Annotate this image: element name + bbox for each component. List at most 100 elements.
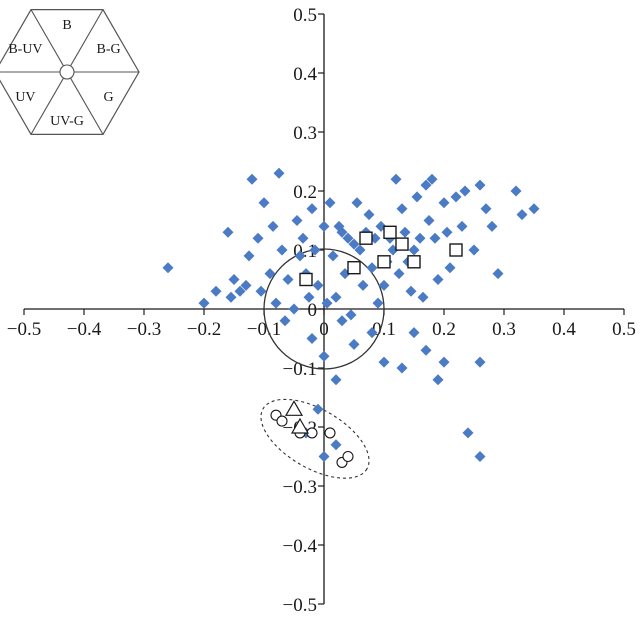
data-point-diamond (438, 356, 450, 368)
data-point-diamond (297, 232, 309, 244)
data-point-diamond (474, 451, 486, 462)
data-point-circle (276, 415, 288, 427)
data-point-diamond (408, 244, 420, 256)
data-point-diamond (396, 203, 408, 215)
hexagon-sector-label: B (62, 18, 71, 33)
data-point-diamond (492, 268, 504, 280)
data-point-diamond (351, 197, 363, 209)
data-point-diamond (366, 262, 378, 274)
overlays (260, 248, 385, 479)
hexagon-center-circle (59, 64, 75, 80)
data-point-diamond (456, 220, 468, 232)
data-point-diamond (306, 333, 318, 344)
data-point-diamond (378, 279, 390, 291)
x-tick-label: 0.3 (492, 319, 516, 340)
data-point-diamond (225, 291, 237, 303)
data-point-diamond (318, 451, 330, 462)
hexagon-divider (70, 77, 104, 135)
data-point-square (407, 255, 421, 269)
data-point-diamond (309, 244, 321, 256)
x-tick-label: 0 (319, 319, 329, 340)
data-point-square (359, 231, 373, 245)
axes (23, 13, 625, 605)
data-point-diamond (324, 197, 336, 209)
hexagon-sector-label: UV (15, 90, 35, 105)
data-point-diamond (336, 226, 348, 238)
reference-circle (263, 248, 385, 370)
data-point-diamond (528, 203, 540, 215)
y-tick-label: 0.5 (293, 5, 317, 26)
data-point-diamond (468, 244, 480, 256)
data-point-diamond (198, 297, 210, 309)
data-point-diamond (474, 179, 486, 191)
data-point-square (395, 237, 409, 251)
data-point-diamond (318, 220, 330, 232)
data-point-diamond (282, 274, 294, 285)
data-point-diamond (399, 226, 411, 238)
data-point-diamond (378, 356, 390, 368)
data-point-circle (342, 450, 354, 463)
data-point-diamond (255, 285, 267, 297)
data-point-diamond (462, 427, 474, 439)
data-point-diamond (417, 291, 429, 303)
data-point-square (299, 272, 313, 287)
data-point-diamond (330, 374, 342, 386)
data-point-diamond (432, 274, 444, 285)
data-point-diamond (348, 338, 360, 350)
data-point-diamond (420, 344, 432, 356)
data-point-diamond (321, 297, 333, 309)
data-point-diamond (162, 262, 174, 274)
hexagon-divider (30, 9, 64, 67)
data-point-diamond (246, 173, 258, 185)
data-point-diamond (279, 315, 291, 327)
hexagon-divider (70, 9, 104, 67)
data-point-diamond (312, 279, 324, 291)
data-point-diamond (423, 215, 435, 226)
data-point-diamond (438, 197, 450, 209)
data-point-diamond (432, 374, 444, 386)
data-point-diamond (444, 262, 456, 274)
data-point-diamond (222, 226, 234, 238)
data-point-diamond (426, 173, 438, 185)
data-point-diamond (348, 238, 360, 250)
data-point-square (347, 261, 361, 275)
y-tick-label: −0.3 (283, 477, 317, 498)
data-point-diamond (273, 167, 285, 179)
data-point-diamond (357, 279, 369, 291)
hexagon-sector-label: UV-G (50, 114, 84, 129)
data-point-diamond (288, 303, 300, 315)
data-point-diamond (354, 244, 366, 256)
data-point-diamond (420, 179, 432, 191)
hexagon-legend: B B-G G UV-G UV B-UV (0, 9, 140, 135)
x-tick-label: −0.3 (127, 319, 161, 340)
data-point-diamond (294, 250, 306, 262)
data-point-triangle (284, 400, 304, 416)
data-point-circle (324, 427, 336, 439)
data-point-diamond (306, 203, 318, 215)
y-tick-label: 0.3 (293, 123, 317, 144)
data-point-diamond (366, 327, 378, 339)
data-point-triangle (290, 417, 310, 434)
y-tick-label: 0 (308, 300, 318, 321)
data-point-diamond (414, 232, 426, 244)
data-point-diamond (480, 203, 492, 215)
data-point-diamond (303, 291, 315, 303)
data-point-diamond (390, 173, 402, 185)
x-tick-label: −0.5 (7, 319, 41, 340)
x-tick-label: 0.1 (372, 319, 396, 340)
data-point-diamond (336, 315, 348, 327)
data-point-square (383, 225, 397, 240)
hexagon-sector-label: G (104, 90, 114, 105)
data-point-diamond (516, 209, 528, 221)
data-point-diamond (243, 250, 255, 262)
y-tick-label: −0.1 (283, 359, 317, 380)
data-point-diamond (486, 220, 498, 232)
data-point-diamond (258, 197, 270, 209)
data-point-diamond (267, 220, 279, 232)
data-point-diamond (252, 232, 264, 244)
data-point-diamond (345, 309, 357, 321)
data-point-diamond (429, 232, 441, 244)
y-tick-label: −0.5 (283, 595, 317, 616)
y-tick-label: −0.4 (283, 536, 318, 557)
